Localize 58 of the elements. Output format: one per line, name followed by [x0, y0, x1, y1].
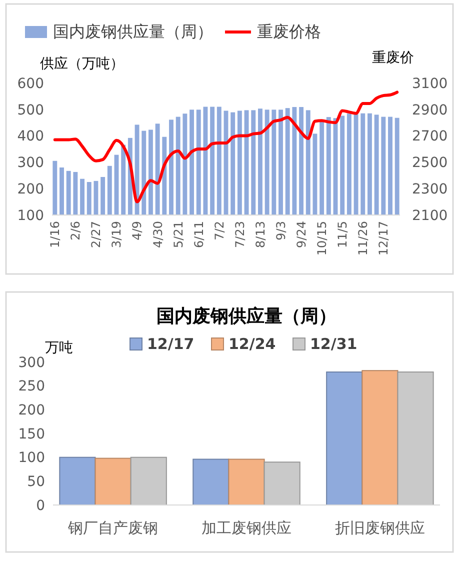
- y-tick-label: 300: [17, 155, 44, 172]
- x-tick-label: 钢厂自产废钢: [67, 519, 158, 537]
- x-tick-label: 10/15: [315, 221, 330, 256]
- chart-title: 国内废钢供应量（周）: [156, 306, 336, 327]
- y-tick-label: 150: [18, 426, 45, 442]
- x-tick-label: 12/17: [376, 221, 391, 256]
- x-tick-label: 2/6: [68, 221, 83, 240]
- y-tick-label: 300: [18, 354, 45, 371]
- legend-label: 国内废钢供应量（周）: [53, 22, 213, 41]
- x-tick-label: 折旧废钢供应: [334, 519, 425, 537]
- y-axis-title: 万吨: [45, 340, 73, 356]
- bar: [94, 458, 132, 506]
- y-tick-label: 600: [17, 76, 44, 92]
- x-tick-label: 9/24: [294, 221, 308, 248]
- bar: [264, 462, 300, 506]
- x-tick-label: 6/11: [192, 221, 206, 248]
- x-tick-label: 2/27: [89, 221, 104, 248]
- x-tick-label: 11/26: [356, 221, 370, 256]
- y-tick-label: 500: [17, 102, 44, 118]
- y-axis-title: 供应（万吨）: [40, 56, 124, 72]
- y2-tick-label: 2900: [412, 102, 448, 118]
- y-tick-label: 100: [18, 450, 45, 466]
- x-tick-label: 加工废钢供应: [202, 519, 292, 537]
- legend-label: 12/24: [228, 335, 276, 353]
- y2-tick-label: 2300: [412, 182, 448, 198]
- y-tick-label: 50: [27, 474, 45, 490]
- y2-tick-label: 3100: [412, 76, 448, 92]
- y-tick-label: 200: [17, 182, 44, 198]
- line-series: [53, 90, 399, 204]
- x-tick-label: 3/19: [110, 221, 124, 248]
- bar: [397, 372, 434, 506]
- y-tick-label: 100: [17, 208, 44, 224]
- x-tick-label: 9/3: [274, 221, 288, 240]
- x-tick-label: 4/30: [150, 221, 165, 248]
- x-tick-label: 11/5: [336, 221, 350, 248]
- x-tick-label: 8/13: [253, 221, 268, 248]
- legend-label: 12/17: [147, 335, 194, 353]
- x-tick-label: 7/23: [232, 221, 247, 248]
- x-tick-label: 1/16: [48, 221, 62, 248]
- bar: [362, 370, 398, 506]
- y2-tick-label: 2500: [412, 155, 448, 172]
- y2-tick-label: 2100: [412, 208, 448, 224]
- y-tick-label: 200: [18, 402, 45, 419]
- bar: [192, 458, 230, 506]
- x-tick-label: 5/21: [171, 221, 186, 248]
- y2-tick-label: 2700: [412, 128, 448, 145]
- legend-label: 重废价格: [257, 22, 321, 41]
- x-tick-label: 4/9: [130, 221, 144, 240]
- legend-label: 12/31: [310, 335, 358, 353]
- x-tick-label: 7/2: [212, 221, 226, 240]
- bar: [326, 372, 363, 506]
- bar: [228, 458, 265, 506]
- y-tick-label: 0: [36, 498, 45, 514]
- bar: [130, 456, 167, 506]
- y-tick-label: 250: [18, 378, 45, 395]
- bar: [59, 456, 96, 506]
- y-tick-label: 400: [17, 128, 44, 145]
- y2-axis-title: 重废价: [372, 50, 414, 66]
